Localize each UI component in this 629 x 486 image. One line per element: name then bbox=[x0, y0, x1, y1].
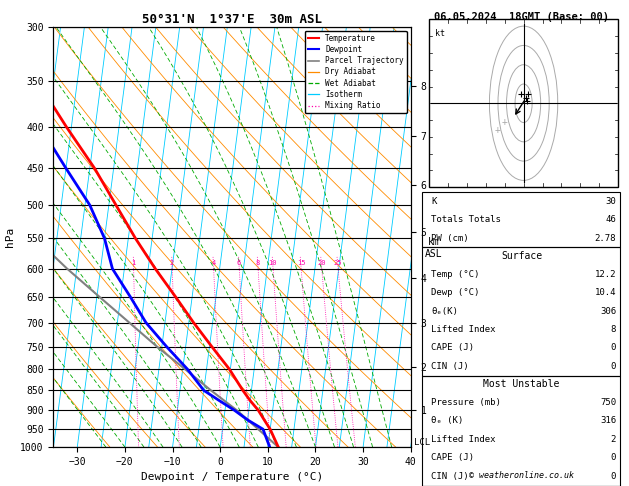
Text: © weatheronline.co.uk: © weatheronline.co.uk bbox=[469, 471, 574, 480]
Bar bbox=[423, 247, 620, 376]
Legend: Temperature, Dewpoint, Parcel Trajectory, Dry Adiabat, Wet Adiabat, Isotherm, Mi: Temperature, Dewpoint, Parcel Trajectory… bbox=[304, 31, 407, 113]
Text: 8: 8 bbox=[611, 325, 616, 334]
Text: θₑ (K): θₑ (K) bbox=[431, 417, 464, 425]
Text: 2: 2 bbox=[170, 260, 174, 266]
Text: K: K bbox=[431, 197, 437, 206]
Text: 0: 0 bbox=[611, 472, 616, 481]
Text: +: + bbox=[494, 125, 500, 135]
Text: +: + bbox=[502, 117, 508, 127]
Text: 20: 20 bbox=[317, 260, 326, 266]
X-axis label: Dewpoint / Temperature (°C): Dewpoint / Temperature (°C) bbox=[141, 472, 323, 483]
Text: 0: 0 bbox=[611, 344, 616, 352]
Text: 0: 0 bbox=[611, 453, 616, 462]
Text: Dewp (°C): Dewp (°C) bbox=[431, 288, 479, 297]
Text: Pressure (mb): Pressure (mb) bbox=[431, 398, 501, 407]
Text: Surface: Surface bbox=[501, 251, 542, 261]
Bar bbox=[423, 376, 620, 486]
Text: 10: 10 bbox=[269, 260, 277, 266]
Text: 4: 4 bbox=[211, 260, 216, 266]
Text: CAPE (J): CAPE (J) bbox=[431, 453, 474, 462]
Text: 2.78: 2.78 bbox=[594, 234, 616, 243]
Text: 306: 306 bbox=[600, 307, 616, 315]
Y-axis label: km
ASL: km ASL bbox=[425, 237, 442, 259]
Text: 15: 15 bbox=[297, 260, 305, 266]
Text: kt: kt bbox=[435, 29, 445, 38]
Text: 30: 30 bbox=[605, 197, 616, 206]
Text: CIN (J): CIN (J) bbox=[431, 472, 469, 481]
Text: 0: 0 bbox=[611, 362, 616, 371]
Text: 750: 750 bbox=[600, 398, 616, 407]
Text: Temp (°C): Temp (°C) bbox=[431, 270, 479, 278]
Text: 06.05.2024  18GMT (Base: 00): 06.05.2024 18GMT (Base: 00) bbox=[434, 12, 609, 22]
Text: 10.4: 10.4 bbox=[594, 288, 616, 297]
Text: 316: 316 bbox=[600, 417, 616, 425]
Text: Most Unstable: Most Unstable bbox=[483, 380, 560, 389]
Text: LCL: LCL bbox=[415, 438, 430, 447]
Text: CIN (J): CIN (J) bbox=[431, 362, 469, 371]
Text: 46: 46 bbox=[605, 215, 616, 224]
Text: 6: 6 bbox=[237, 260, 241, 266]
Text: 8: 8 bbox=[256, 260, 260, 266]
Bar bbox=[423, 192, 620, 247]
Text: CAPE (J): CAPE (J) bbox=[431, 344, 474, 352]
Text: 1: 1 bbox=[131, 260, 136, 266]
Title: 50°31'N  1°37'E  30m ASL: 50°31'N 1°37'E 30m ASL bbox=[142, 13, 322, 26]
Text: Lifted Index: Lifted Index bbox=[431, 435, 496, 444]
Text: θₑ(K): θₑ(K) bbox=[431, 307, 458, 315]
Text: PW (cm): PW (cm) bbox=[431, 234, 469, 243]
Text: 25: 25 bbox=[333, 260, 342, 266]
Bar bbox=[429, 19, 618, 187]
Text: 12.2: 12.2 bbox=[594, 270, 616, 278]
Text: Lifted Index: Lifted Index bbox=[431, 325, 496, 334]
Text: 2: 2 bbox=[611, 435, 616, 444]
Text: Totals Totals: Totals Totals bbox=[431, 215, 501, 224]
Y-axis label: hPa: hPa bbox=[4, 227, 14, 247]
